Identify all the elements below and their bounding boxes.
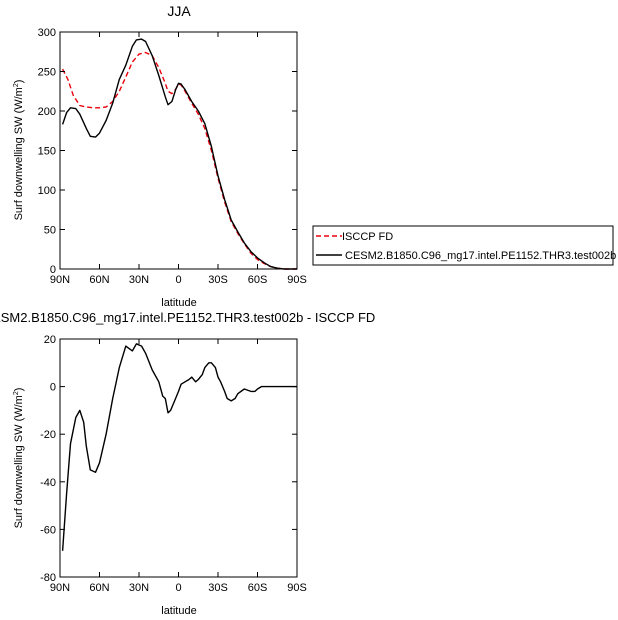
x-tick-label: 90S [287,274,307,286]
panel-bottom: CESM2.B1850.C96_mg17.intel.PE1152.THR3.t… [0,310,375,617]
legend-box [312,225,614,266]
y-tick-label: 250 [38,67,56,79]
series-group [61,38,297,270]
difference-series-group [61,343,297,551]
x-tick-label: 60S [248,582,268,594]
y-tick-label: 0 [50,382,56,394]
y-tick-label: -80 [40,572,56,584]
plot-area-difference [59,338,298,578]
x-tick-label: 60N [89,582,109,594]
x-tick-label: 0 [175,274,181,286]
panel-top: JJA 90N 60N 30N 0 30S 60S 90S 0 50 100 150 200 250 3… [13,3,307,309]
x-tick-label: 60S [248,274,268,286]
x-axis-difference: 90N 60N 30N 0 30S 60S 90S [50,339,307,594]
y-tick-label: 100 [38,185,56,197]
y-tick-label: 200 [38,106,56,118]
y-axis-label-difference: Surf downwelling SW (W/m2) [13,388,25,529]
x-tick-label: 30N [129,274,149,286]
y-tick-label: 300 [38,27,56,39]
chart-title: JJA [167,3,191,19]
y-tick-label: 150 [38,146,56,158]
x-axis-label: latitude [161,297,196,309]
legend-label-cesm: CESM2.B1850.C96_mg17.intel.PE1152.THR3.t… [345,250,616,262]
series-line-cesm [61,38,297,270]
x-axis-label-difference: latitude [161,605,196,617]
y-axis: 0 50 100 150 200 250 300 [38,27,297,276]
x-tick-label: 30S [208,274,228,286]
x-tick-label: 90N [50,582,70,594]
x-tick-label: 90N [50,274,70,286]
y-tick-label: 50 [44,225,56,237]
x-tick-label: 0 [175,582,181,594]
y-tick-label: 0 [50,264,56,276]
series-line-difference [61,343,297,551]
y-tick-label: -20 [40,429,56,441]
x-tick-label: 30N [129,582,149,594]
y-axis-label: Surf downwelling SW (W/m2) [13,80,25,221]
series-line-isccp [61,51,297,270]
legend: ISCCP FD CESM2.B1850.C96_mg17.intel.PE11… [312,225,616,266]
plot-area [59,31,298,270]
y-tick-label: 20 [44,334,56,346]
y-tick-label: -60 [40,524,56,536]
x-axis: 90N 60N 30N 0 30S 60S 90S [50,32,307,286]
y-axis-difference: -80 -60 -40 -20 0 20 [40,334,297,584]
x-tick-label: 60N [89,274,109,286]
x-tick-label: 90S [287,582,307,594]
y-tick-label: -40 [40,477,56,489]
difference-chart-title: CESM2.B1850.C96_mg17.intel.PE1152.THR3.t… [0,310,375,325]
x-tick-label: 30S [208,582,228,594]
legend-label-isccp: ISCCP FD [342,231,393,243]
